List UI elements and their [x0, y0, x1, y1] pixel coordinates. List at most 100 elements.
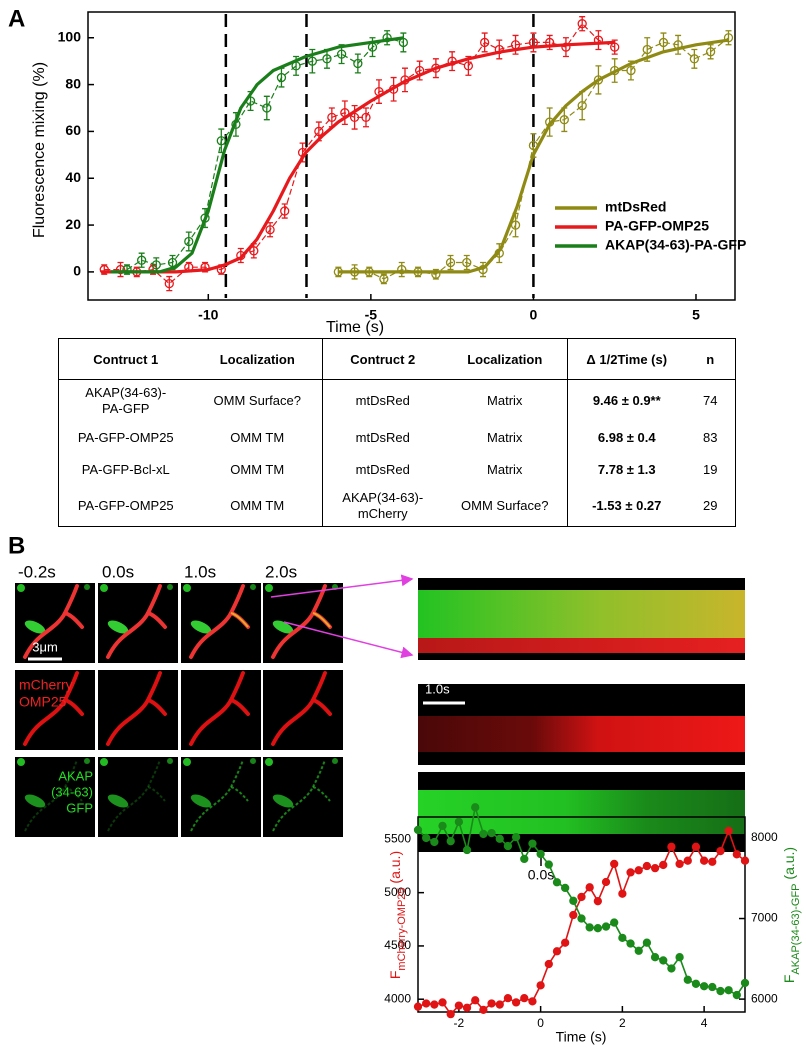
data-point — [216, 264, 226, 275]
data-point — [536, 981, 545, 990]
micrograph — [263, 670, 343, 750]
mito-red — [23, 671, 79, 746]
x-tick-label: -2 — [454, 1016, 465, 1030]
fit-curve — [101, 40, 615, 274]
data-point — [265, 225, 275, 235]
error-bar — [247, 90, 254, 111]
micrograph — [98, 583, 178, 663]
data-point — [552, 878, 562, 887]
green-dot — [84, 584, 90, 590]
micrograph — [98, 757, 178, 837]
cell: OMM Surface? — [442, 485, 568, 527]
data-point — [495, 1000, 504, 1009]
error-bar — [465, 55, 472, 76]
data-point — [658, 37, 669, 48]
error-bar — [415, 266, 422, 278]
error-bar — [263, 95, 270, 121]
error-bar — [401, 67, 408, 93]
data-point — [650, 953, 660, 962]
data-point — [479, 829, 488, 839]
data-point — [544, 959, 553, 969]
error-bar — [627, 60, 634, 81]
data-point — [422, 999, 431, 1008]
data-point — [167, 257, 178, 268]
axis-label: Time (s) — [326, 319, 384, 336]
error-bar — [351, 264, 358, 280]
error-bar — [562, 37, 569, 58]
header-cell: Contruct 2 — [322, 338, 443, 380]
data-point — [151, 260, 161, 270]
data-point — [601, 922, 611, 931]
error-bar — [309, 48, 316, 74]
data-point — [610, 859, 619, 869]
mito-red — [271, 584, 327, 659]
data-point — [184, 262, 194, 272]
y-tick-label: 60 — [65, 122, 81, 138]
error-bar — [232, 112, 239, 137]
error-bar — [512, 34, 519, 55]
error-bar — [384, 30, 391, 46]
green-blob — [107, 620, 129, 634]
data-line — [104, 22, 615, 285]
mito-red — [63, 698, 84, 716]
data-point — [675, 859, 684, 869]
error-bar — [369, 37, 376, 58]
data-point — [487, 999, 496, 1008]
cell: 29 — [703, 498, 718, 514]
data-point — [382, 33, 392, 43]
error-bar — [338, 44, 345, 65]
data-point — [528, 839, 537, 848]
green-blob — [272, 620, 294, 634]
y-tick-label: 0 — [73, 263, 81, 279]
data-point — [691, 979, 701, 988]
error-bar — [390, 76, 397, 102]
y-tick-label: 5500 — [384, 832, 411, 846]
data-point — [353, 58, 363, 69]
data-point — [667, 842, 676, 851]
data-point — [276, 72, 287, 83]
error-bar — [481, 32, 488, 53]
data-point — [634, 946, 643, 955]
time-label: 0.0s — [528, 867, 554, 883]
panel-label: A — [8, 5, 25, 32]
error-bar — [561, 107, 568, 133]
data-point — [659, 860, 668, 870]
y-tick-label: 100 — [58, 28, 82, 44]
mito-green — [312, 786, 331, 802]
header-cell: Localization — [442, 338, 568, 380]
y-tick-label: 20 — [65, 216, 81, 232]
data-point — [732, 850, 741, 859]
data-point — [262, 103, 272, 113]
error-bar — [237, 247, 244, 264]
error-bar — [463, 254, 470, 271]
error-bar — [218, 128, 225, 154]
data-point — [723, 33, 734, 43]
data-point — [479, 1005, 488, 1015]
data-point — [642, 861, 652, 871]
data-point — [545, 117, 555, 127]
x-tick-label: -10 — [198, 307, 218, 323]
green-dot — [183, 758, 191, 766]
x-tick-label: 0 — [530, 307, 538, 323]
data-point — [528, 37, 539, 48]
error-bar — [267, 222, 274, 238]
header-row: Contruct 1 Localization Contruct 2 Local… — [58, 338, 736, 380]
data-point — [431, 269, 441, 279]
error-bar — [416, 60, 423, 81]
data-point — [675, 953, 684, 962]
cell: -1.53 ± 0.27 — [592, 498, 662, 514]
data-point — [585, 883, 594, 892]
data-point — [740, 856, 750, 865]
error-bar — [449, 51, 456, 72]
cell: AKAP(34-63)-mCherry — [323, 486, 443, 527]
error-bar — [611, 58, 618, 83]
data-point — [659, 956, 668, 965]
data-point — [673, 40, 683, 50]
error-bar — [315, 121, 322, 142]
data-point — [447, 56, 457, 66]
data-point — [454, 817, 464, 826]
data-point — [626, 868, 635, 877]
data-point — [528, 140, 539, 151]
mito-red — [106, 671, 162, 746]
